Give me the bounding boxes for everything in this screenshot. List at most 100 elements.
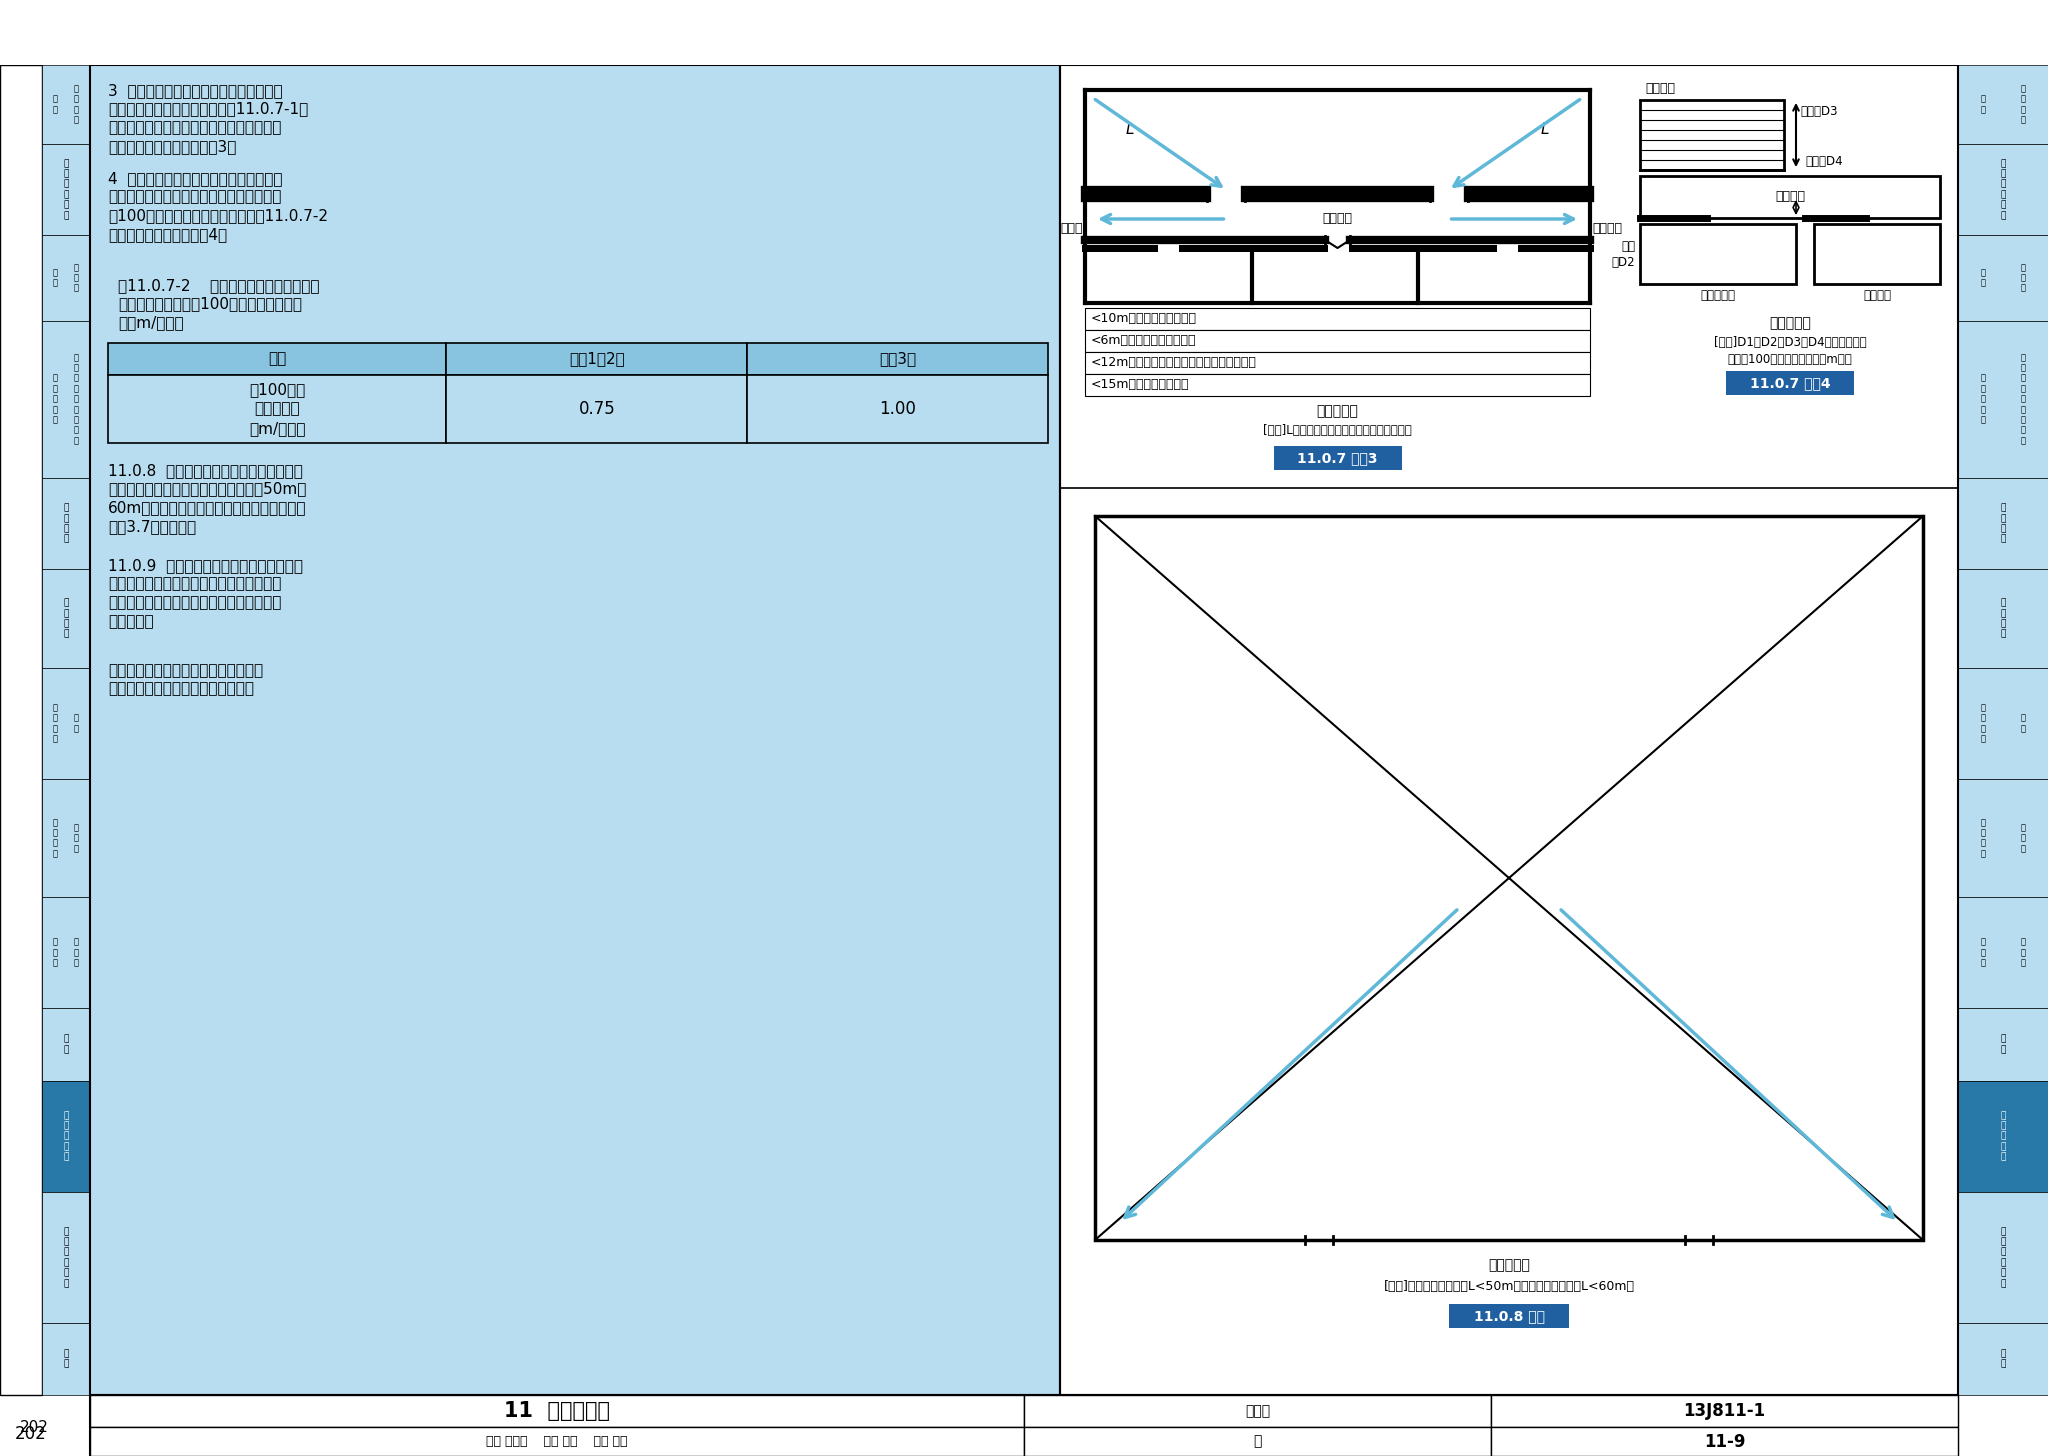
- Text: 厂
房: 厂 房: [53, 268, 57, 288]
- Bar: [90, 66, 1061, 1395]
- Text: 平面示意图: 平面示意图: [1489, 1258, 1530, 1273]
- Text: 暖
通
风: 暖 通 风: [53, 938, 57, 968]
- Text: 地上1～2层: 地上1～2层: [569, 351, 625, 367]
- Bar: [1085, 374, 1589, 396]
- Bar: [1096, 515, 1923, 1241]
- Bar: [43, 779, 90, 897]
- Bar: [90, 1395, 1958, 1456]
- Text: 平面示意图: 平面示意图: [1317, 403, 1358, 418]
- Text: 层数: 层数: [268, 351, 287, 367]
- Bar: [43, 897, 90, 1009]
- Bar: [1958, 320, 2048, 478]
- Text: 灭
火
救
援: 灭 火 救 援: [53, 703, 57, 744]
- Bar: [43, 1080, 90, 1192]
- Text: 目
录: 目 录: [1980, 95, 1987, 114]
- Text: 的
设
置: 的 设 置: [74, 823, 80, 853]
- Text: 房间疏散门: 房间疏散门: [1700, 288, 1735, 301]
- Bar: [0, 66, 43, 1395]
- Bar: [446, 344, 748, 376]
- Text: 附
录: 附 录: [2001, 1350, 2005, 1369]
- Bar: [1640, 176, 1939, 218]
- Text: 建
筑
构
造: 建 筑 构 造: [63, 598, 70, 639]
- Text: 净宽＞D3: 净宽＞D3: [1800, 105, 1837, 118]
- Bar: [43, 1324, 90, 1395]
- Text: 202: 202: [14, 1425, 47, 1443]
- Text: 电
气: 电 气: [2001, 1035, 2005, 1054]
- Bar: [90, 66, 1061, 1395]
- Bar: [1024, 1427, 1491, 1456]
- Text: 11.0.9  管道、电气线路敷设在墙体内或穿
过楼板、墙体时，应采取防火保护措施，与
墙体、楼板之间的缝隙应采用防火封堵材料
填塞密实。: 11.0.9 管道、电气线路敷设在墙体内或穿 过楼板、墙体时，应采取防火保护措施…: [109, 558, 303, 629]
- Text: 安全出口: 安全出口: [1864, 288, 1890, 301]
- Text: 民
用
建
筑: 民 用 建 筑: [63, 504, 70, 543]
- Bar: [43, 66, 90, 144]
- Text: 审核 蔡昭昀    校对 吴颖    设计 林莉: 审核 蔡昭昀 校对 吴颖 设计 林莉: [485, 1436, 629, 1449]
- Text: 和
气
体
燃
料
罐
区
堆
场: 和 气 体 燃 料 罐 区 堆 场: [74, 352, 80, 446]
- Bar: [1085, 352, 1589, 374]
- Text: 附
录: 附 录: [63, 1350, 70, 1369]
- Bar: [1815, 224, 1939, 284]
- Text: 和
空
调: 和 空 调: [2019, 938, 2025, 968]
- Text: 11.0.8 图示: 11.0.8 图示: [1473, 1309, 1544, 1324]
- Text: [注释]L为房间内任一点到疏散门的直线距离。: [注释]L为房间内任一点到疏散门的直线距离。: [1264, 424, 1411, 437]
- Text: 疏散走道: 疏散走道: [1323, 213, 1352, 226]
- Bar: [1958, 779, 2048, 897]
- Text: 页: 页: [1253, 1434, 1262, 1449]
- Text: 灭
火
救
援: 灭 火 救 援: [1980, 703, 1987, 744]
- Bar: [0, 0, 2048, 66]
- Text: 0.75: 0.75: [578, 400, 614, 418]
- Text: 202: 202: [20, 1420, 49, 1436]
- Bar: [1491, 1427, 1958, 1456]
- Bar: [1640, 224, 1796, 284]
- Text: 表11.0.7-2    疏散走道、安全出口、疏散
楼梯和房间疏散门每100人的最小疏散净宽
度（m/百人）: 表11.0.7-2 疏散走道、安全出口、疏散 楼梯和房间疏散门每100人的最小疏…: [119, 278, 319, 331]
- Text: 消
防
设
施: 消 防 设 施: [53, 818, 57, 858]
- Text: [注释]D1、D2、D3、D4分别为各部位
相应每100人的疏散净宽度（m）。: [注释]D1、D2、D3、D4分别为各部位 相应每100人的疏散净宽度（m）。: [1714, 336, 1866, 365]
- Text: <12m（医院、疗养院、老年人建筑、学校）: <12m（医院、疗养院、老年人建筑、学校）: [1092, 357, 1257, 370]
- Text: 建
筑
构
造: 建 筑 构 造: [2001, 598, 2005, 639]
- Bar: [90, 1427, 1024, 1456]
- Bar: [1450, 1305, 1569, 1328]
- Text: 13J811-1: 13J811-1: [1683, 1402, 1765, 1420]
- Text: 地上3层: 地上3层: [879, 351, 915, 367]
- Bar: [43, 236, 90, 320]
- Bar: [1958, 569, 2048, 668]
- Text: <10m（托儿所、幼儿园）: <10m（托儿所、幼儿园）: [1092, 313, 1196, 326]
- Text: 住宅建筑内厨房的明火或高温部位及排
油烟管道等，应采用防火隔热措施。: 住宅建筑内厨房的明火或高温部位及排 油烟管道等，应采用防火隔热措施。: [109, 662, 262, 696]
- Text: 目
录: 目 录: [53, 95, 57, 114]
- Bar: [109, 376, 446, 443]
- Bar: [43, 569, 90, 668]
- Bar: [1024, 1395, 1491, 1427]
- Bar: [1958, 1080, 2048, 1192]
- Text: 和
气
体
燃
料
罐
区
堆
场: 和 气 体 燃 料 罐 区 堆 场: [2019, 352, 2025, 446]
- Bar: [43, 478, 90, 569]
- Bar: [1958, 478, 2048, 569]
- Text: 厂
房: 厂 房: [1980, 268, 1987, 288]
- Bar: [446, 376, 748, 443]
- Bar: [1085, 309, 1589, 331]
- Bar: [1061, 66, 1958, 1395]
- Bar: [90, 1395, 1024, 1427]
- Text: 甲
乙
丙
液
体: 甲 乙 丙 液 体: [53, 374, 57, 425]
- Text: 11.0.7 图示3: 11.0.7 图示3: [1296, 451, 1378, 464]
- Text: L: L: [1126, 122, 1135, 137]
- Text: 和
仓
库: 和 仓 库: [74, 264, 80, 293]
- Text: 11.0.8  丁、戊类木结构厂房内任意一点至
最近安全出口的疏散距离分别不应大于50m和
60m【图示】，其他安全疏散要求应符合本规
范第3.7节的规定。: 11.0.8 丁、戊类木结构厂房内任意一点至 最近安全出口的疏散距离分别不应大于…: [109, 463, 307, 534]
- Text: 净宽＞D4: 净宽＞D4: [1804, 154, 1843, 167]
- Bar: [43, 1009, 90, 1080]
- Bar: [1640, 100, 1784, 170]
- Text: 的
设
置: 的 设 置: [2019, 823, 2025, 853]
- Bar: [1958, 66, 2048, 144]
- Text: 木
结
构
建
筑: 木 结 构 建 筑: [63, 1111, 70, 1162]
- Text: 设
施: 设 施: [2019, 713, 2025, 734]
- Text: 消
防
设
施: 消 防 设 施: [1980, 818, 1987, 858]
- Text: 民
用
建
筑: 民 用 建 筑: [2001, 504, 2005, 543]
- Bar: [1274, 446, 1401, 470]
- Bar: [1491, 1395, 1958, 1427]
- Bar: [1958, 236, 2048, 320]
- Bar: [1087, 92, 1587, 188]
- Text: 城
市
交
通
隧
道: 城 市 交 通 隧 道: [63, 1227, 70, 1289]
- Bar: [1958, 1324, 2048, 1395]
- Bar: [43, 144, 90, 236]
- Text: 编
制
说
明: 编 制 说 明: [74, 84, 80, 124]
- Text: 和
空
调: 和 空 调: [74, 938, 80, 968]
- Bar: [748, 376, 1049, 443]
